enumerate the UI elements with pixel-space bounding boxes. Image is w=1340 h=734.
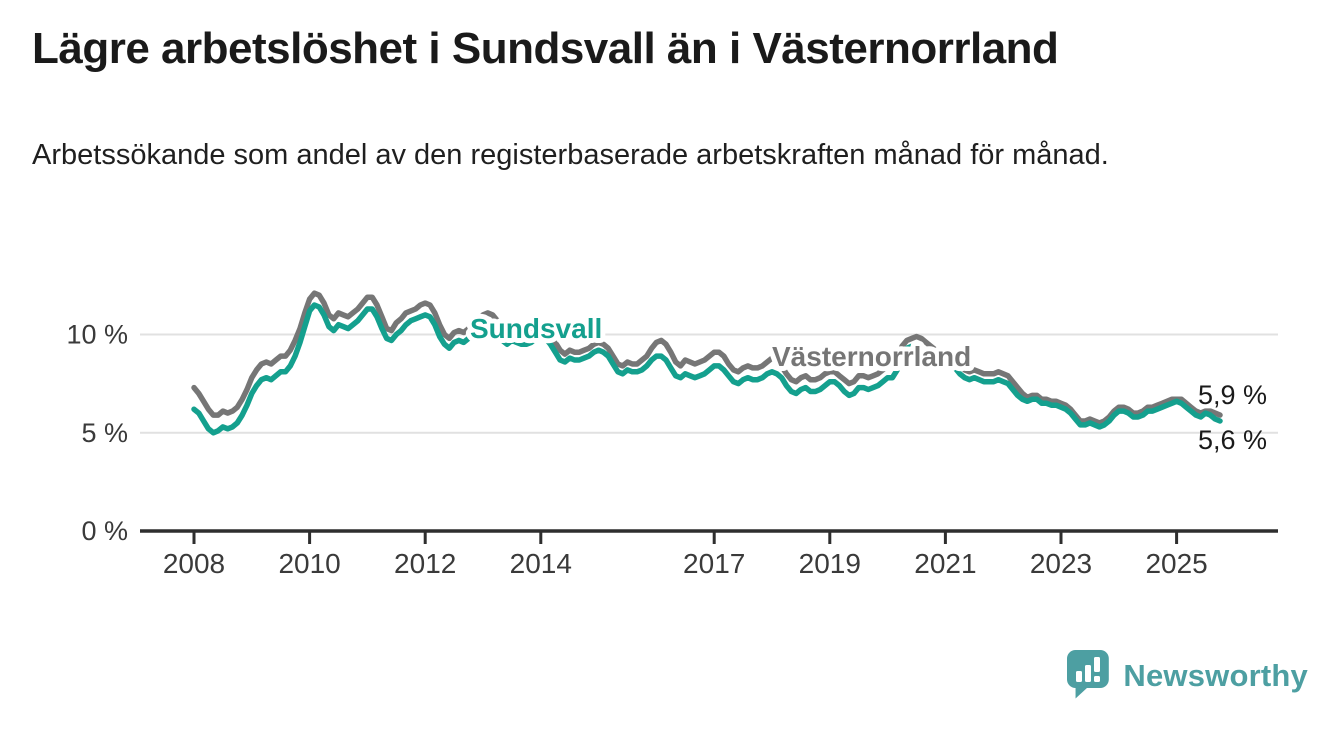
series-lines [191, 290, 1223, 436]
series-line-sundsvall [191, 302, 1223, 436]
series-line-västernorrland [191, 290, 1223, 426]
newsworthy-logo: Newsworthy [1067, 650, 1308, 702]
x-tick-label-2017: 2017 [683, 548, 745, 579]
axes [140, 529, 1278, 544]
chart-title: Lägre arbetslöshet i Sundsvall än i Väst… [32, 24, 1059, 73]
x-tick-label-2010: 2010 [278, 548, 340, 579]
y-tick-label-0: 0 % [81, 516, 128, 546]
end-value-label-sundsvall: 5,6 % [1198, 425, 1267, 455]
end-value-label-västernorrland: 5,9 % [1198, 380, 1267, 410]
y-tick-label-10: 10 % [66, 320, 128, 350]
newsworthy-wordmark: Newsworthy [1123, 658, 1308, 693]
series-label-västernorrland: Västernorrland [772, 341, 971, 372]
x-tick-label-2008: 2008 [163, 548, 225, 579]
x-tick-label-2023: 2023 [1030, 548, 1092, 579]
y-tick-label-5: 5 % [81, 418, 128, 448]
series-label-sundsvall: Sundsvall [470, 313, 602, 344]
x-tick-label-2019: 2019 [799, 548, 861, 579]
x-tick-label-2014: 2014 [510, 548, 572, 579]
chart-subtitle: Arbetssökande som andel av den registerb… [32, 139, 1109, 171]
x-tick-label-2012: 2012 [394, 548, 456, 579]
speech-bubble-bar-chart-icon [1067, 650, 1110, 699]
x-tick-label-2021: 2021 [914, 548, 976, 579]
chart-labels: 0 % 5 % 10 % 2008 2010 2012 2014 2017 2019 2021 20… [66, 308, 1267, 579]
gridlines [140, 333, 1278, 434]
x-tick-label-2025: 2025 [1145, 548, 1207, 579]
